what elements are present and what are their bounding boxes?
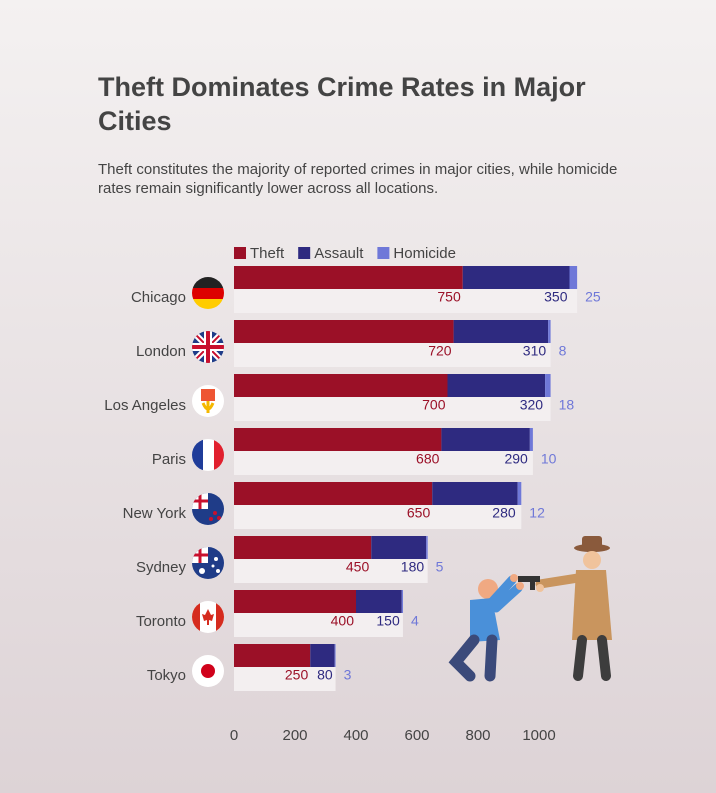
value-label: 350 [544, 289, 568, 305]
value-label: 650 [407, 505, 431, 521]
category-label: Paris [152, 451, 186, 468]
value-label: 720 [428, 343, 452, 359]
flag [192, 655, 224, 687]
value-label: 8 [559, 343, 567, 359]
bar-segment [234, 320, 454, 343]
x-tick-label: 800 [465, 727, 490, 744]
bar-segment [517, 482, 522, 505]
bar-segment [548, 320, 551, 343]
bar-segment [447, 374, 546, 397]
value-label: 680 [416, 451, 440, 467]
value-label: 250 [285, 667, 309, 683]
bar-segment [529, 428, 533, 451]
value-label: 280 [492, 505, 516, 521]
value-label: 150 [376, 613, 400, 629]
bar-segment [356, 590, 402, 613]
flag [192, 331, 224, 363]
bar-segment [310, 644, 335, 667]
category-label: Chicago [131, 289, 186, 306]
category-label: New York [123, 505, 187, 522]
x-tick-label: 1000 [522, 727, 555, 744]
category-label: London [136, 343, 186, 360]
subtitle-box: Theft constitutes the majority of report… [98, 161, 618, 197]
bar-segment [234, 482, 433, 505]
value-label: 5 [436, 559, 444, 575]
category-label: Los Angeles [104, 397, 186, 414]
bar-segment [334, 644, 336, 667]
value-label: 290 [504, 451, 528, 467]
bar-segment [234, 590, 356, 613]
x-tick-label: 400 [343, 727, 368, 744]
value-label: 12 [529, 505, 545, 521]
x-tick-label: 200 [282, 727, 307, 744]
flag [192, 547, 224, 579]
chart-subtitle: Theft constitutes the majority of report… [98, 161, 618, 197]
x-tick-label: 0 [230, 727, 238, 744]
flag [192, 439, 224, 471]
flag [192, 601, 224, 633]
bar-segment [371, 536, 427, 559]
bar-segment [462, 266, 570, 289]
bar-segment [234, 644, 311, 667]
legend-swatch [377, 247, 390, 259]
value-label: 18 [559, 397, 575, 413]
bar-segment [234, 428, 442, 451]
value-label: 3 [344, 667, 352, 683]
flag [192, 493, 224, 525]
bar-segment [441, 428, 530, 451]
value-label: 180 [401, 559, 425, 575]
value-label: 450 [346, 559, 370, 575]
legend-label: Theft [250, 245, 285, 262]
category-label: Toronto [136, 613, 186, 630]
category-label: Tokyo [147, 667, 186, 684]
value-label: 400 [331, 613, 355, 629]
bar-segment [426, 536, 428, 559]
flag [192, 385, 224, 417]
bar-segment [432, 482, 518, 505]
value-label: 10 [541, 451, 557, 467]
legend-swatch [234, 247, 246, 259]
bar-segment [234, 374, 448, 397]
legend-swatch [298, 247, 311, 259]
value-label: 80 [317, 667, 333, 683]
bar-segment [234, 536, 372, 559]
value-label: 320 [520, 397, 544, 413]
legend-label: Assault [314, 245, 364, 262]
value-label: 4 [411, 613, 419, 629]
value-label: 25 [585, 289, 601, 305]
bar-segment [234, 266, 463, 289]
legend-label: Homicide [393, 245, 456, 262]
bar-segment [569, 266, 578, 289]
x-tick-label: 600 [404, 727, 429, 744]
value-label: 310 [523, 343, 547, 359]
chart-title: Theft Dominates Crime Rates in Major Cit… [98, 72, 586, 136]
title-box: Theft Dominates Crime Rates in Major Cit… [98, 72, 586, 136]
value-label: 750 [437, 289, 461, 305]
flag [192, 277, 224, 309]
illustration [448, 536, 612, 682]
bar-segment [401, 590, 403, 613]
value-label: 700 [422, 397, 446, 413]
bar-segment [453, 320, 549, 343]
category-label: Sydney [136, 559, 187, 576]
bar-segment [545, 374, 551, 397]
